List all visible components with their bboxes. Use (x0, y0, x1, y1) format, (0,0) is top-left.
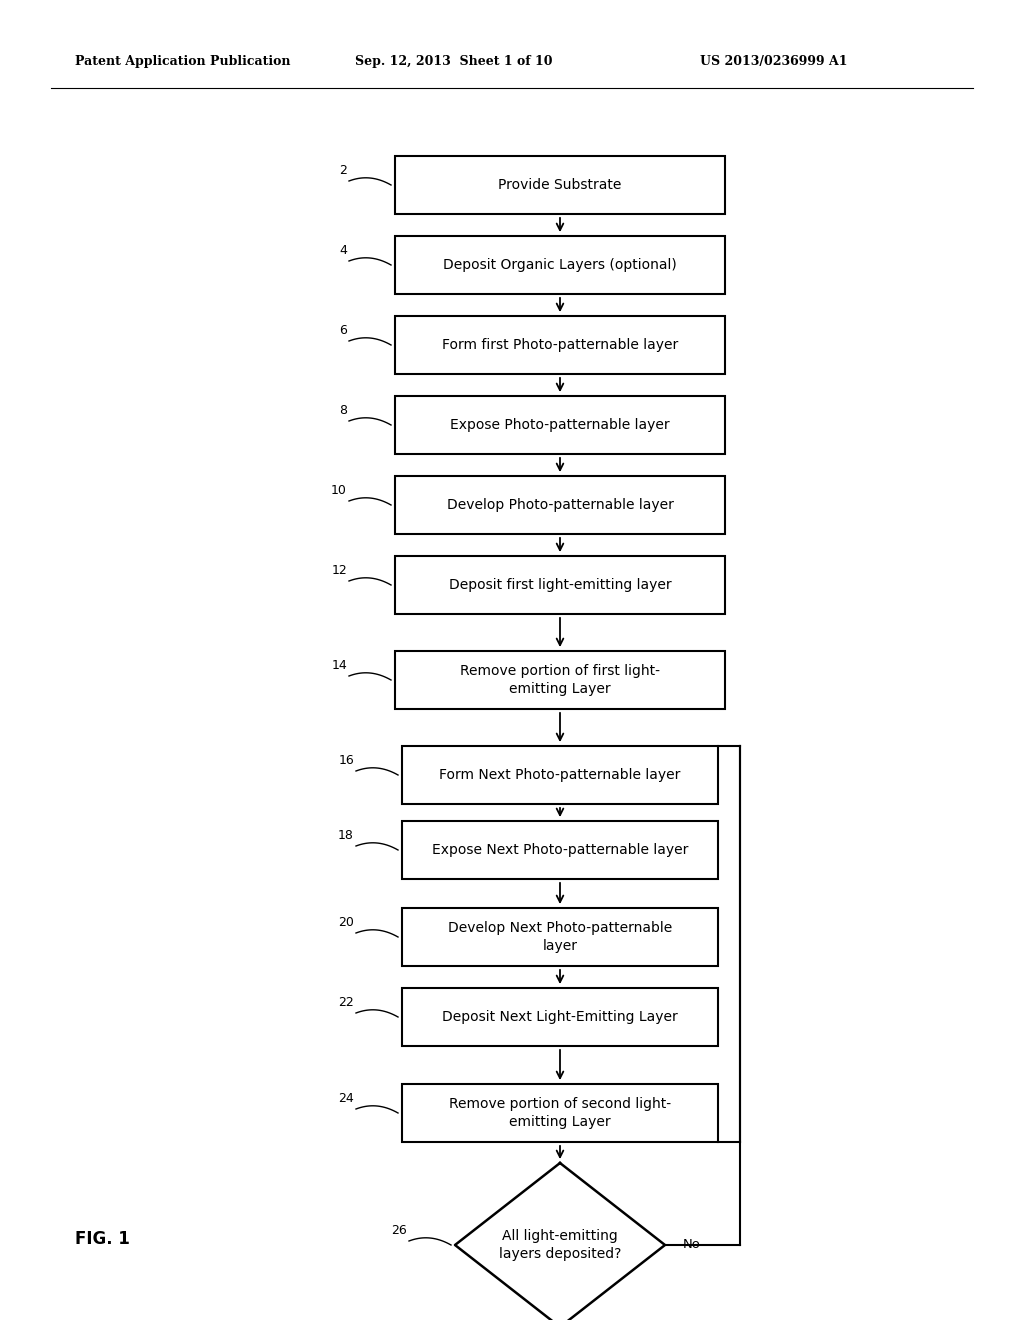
Bar (402, 746, 718, 804)
Text: Form Next Photo-patternable layer: Form Next Photo-patternable layer (439, 768, 681, 781)
Text: Develop Next Photo-patternable
layer: Develop Next Photo-patternable layer (447, 921, 672, 953)
Text: Deposit first light-emitting layer: Deposit first light-emitting layer (449, 578, 672, 591)
Bar (402, 821, 718, 879)
Bar (395, 156, 725, 214)
Text: 20: 20 (338, 916, 354, 929)
Text: All light-emitting
layers deposited?: All light-emitting layers deposited? (499, 1229, 622, 1261)
Polygon shape (455, 1163, 665, 1320)
Text: 8: 8 (339, 404, 347, 417)
Text: Expose Next Photo-patternable layer: Expose Next Photo-patternable layer (432, 843, 688, 857)
Text: Expose Photo-patternable layer: Expose Photo-patternable layer (451, 418, 670, 432)
Text: Develop Photo-patternable layer: Develop Photo-patternable layer (446, 498, 674, 512)
Bar (402, 908, 718, 966)
Text: 24: 24 (338, 1092, 354, 1105)
Text: 12: 12 (331, 564, 347, 577)
Text: Form first Photo-patternable layer: Form first Photo-patternable layer (442, 338, 678, 352)
Bar (402, 1084, 718, 1142)
Text: Provide Substrate: Provide Substrate (499, 178, 622, 191)
Text: 16: 16 (338, 754, 354, 767)
Bar (395, 477, 725, 535)
Text: US 2013/0236999 A1: US 2013/0236999 A1 (700, 55, 848, 69)
Text: Sep. 12, 2013  Sheet 1 of 10: Sep. 12, 2013 Sheet 1 of 10 (355, 55, 553, 69)
Text: FIG. 1: FIG. 1 (75, 1230, 130, 1247)
Text: 10: 10 (331, 484, 347, 498)
Text: 4: 4 (339, 244, 347, 257)
Text: Patent Application Publication: Patent Application Publication (75, 55, 291, 69)
Text: Deposit Organic Layers (optional): Deposit Organic Layers (optional) (443, 257, 677, 272)
Text: 6: 6 (339, 323, 347, 337)
Bar (395, 315, 725, 374)
Text: Remove portion of first light-
emitting Layer: Remove portion of first light- emitting … (460, 664, 660, 696)
Bar (395, 396, 725, 454)
Text: 2: 2 (339, 164, 347, 177)
Bar (395, 556, 725, 614)
Text: Deposit Next Light-Emitting Layer: Deposit Next Light-Emitting Layer (442, 1010, 678, 1024)
Text: 22: 22 (338, 997, 354, 1008)
Bar (395, 651, 725, 709)
Bar (402, 987, 718, 1045)
Text: 14: 14 (331, 659, 347, 672)
Text: No: No (683, 1238, 700, 1251)
Bar (395, 236, 725, 294)
Text: 26: 26 (391, 1224, 407, 1237)
Text: Remove portion of second light-
emitting Layer: Remove portion of second light- emitting… (449, 1097, 671, 1129)
Text: 18: 18 (338, 829, 354, 842)
